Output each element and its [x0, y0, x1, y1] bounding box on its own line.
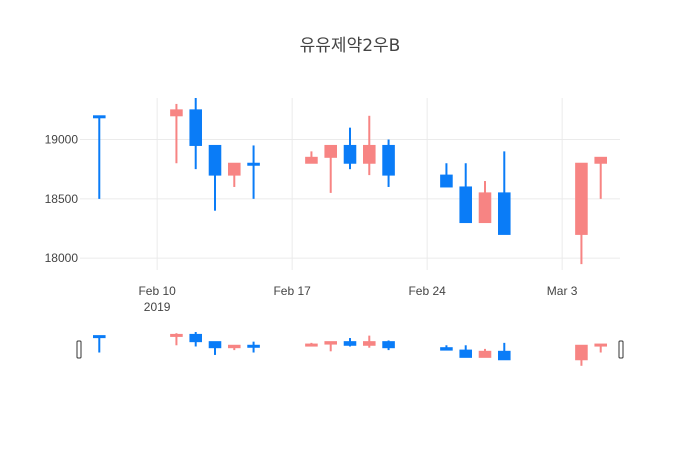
- candle-body: [324, 144, 337, 158]
- candle-body: [363, 144, 376, 164]
- candle: [343, 127, 357, 170]
- candle-body: [247, 344, 260, 348]
- y-axis-ticks: 18000 18500 19000: [45, 133, 79, 266]
- candle: [324, 144, 337, 193]
- y-tick-label: 19000: [45, 133, 79, 147]
- candle-body: [247, 162, 260, 166]
- candle-body: [440, 174, 453, 188]
- range-slider-right-handle[interactable]: [618, 340, 624, 359]
- candle: [363, 115, 376, 176]
- slider-candle: [382, 340, 395, 351]
- x-tick-label: Feb 17: [273, 284, 311, 298]
- slider-candle: [324, 341, 337, 352]
- candle: [478, 181, 492, 224]
- candle-body: [440, 347, 453, 351]
- candle-body: [459, 349, 472, 358]
- y-tick-label: 18000: [45, 251, 79, 265]
- candle-body: [575, 162, 588, 235]
- slider-candle: [189, 332, 203, 347]
- slider-candle: [228, 344, 241, 351]
- candle-body: [498, 192, 511, 235]
- slider-candle: [440, 345, 453, 351]
- candle-body: [594, 156, 608, 164]
- x-tick-label: Feb 24: [408, 284, 446, 298]
- candle-body: [170, 109, 183, 117]
- slider-candle: [93, 335, 106, 353]
- slider-candle: [208, 341, 222, 355]
- candle-body: [575, 344, 588, 361]
- candle: [170, 103, 183, 164]
- slider-candle: [343, 338, 357, 347]
- candle: [594, 156, 608, 199]
- candle: [459, 163, 472, 224]
- slider-candle: [247, 341, 260, 353]
- candle-body: [189, 333, 203, 343]
- candle: [575, 162, 588, 265]
- candle-body: [228, 344, 241, 349]
- x-tick-year-label: 2019: [144, 300, 171, 314]
- candle-body: [594, 343, 608, 347]
- x-tick-label: Feb 10: [138, 284, 176, 298]
- candle-body: [208, 144, 222, 176]
- candle: [208, 144, 222, 211]
- candle: [228, 162, 241, 187]
- candle-body: [324, 341, 337, 345]
- candle-body: [478, 192, 492, 224]
- candle-body: [498, 350, 511, 361]
- candle: [189, 98, 203, 170]
- x-tick-label: Mar 3: [547, 284, 578, 298]
- grid-lines: [80, 98, 620, 270]
- candle: [93, 115, 106, 199]
- candle-body: [459, 186, 472, 224]
- candle-body: [343, 144, 357, 164]
- candle: [440, 163, 453, 188]
- y-tick-label: 18500: [45, 192, 79, 206]
- candle-body: [228, 162, 241, 176]
- candle-body: [189, 109, 203, 146]
- candle: [498, 151, 511, 235]
- candle: [305, 151, 318, 164]
- candle-body: [305, 343, 318, 347]
- slider-candle: [305, 342, 318, 347]
- chart-title: 유유제약2우B: [300, 36, 401, 56]
- candle-body: [93, 335, 106, 339]
- candle-body: [305, 156, 318, 164]
- range-slider[interactable]: [76, 332, 624, 367]
- candle-body: [208, 341, 222, 349]
- candle-body: [343, 341, 357, 346]
- candle-body: [363, 341, 376, 346]
- slider-candle: [575, 344, 588, 366]
- slider-candle: [478, 348, 492, 358]
- candle: [382, 139, 395, 187]
- slider-candle: [363, 335, 376, 348]
- candle-body: [478, 350, 492, 358]
- x-axis-ticks: Feb 10 2019 Feb 17 Feb 24 Mar 3: [138, 284, 577, 314]
- candles: [93, 98, 608, 265]
- candle: [247, 145, 260, 199]
- candle-body: [93, 115, 106, 119]
- range-slider-left-handle[interactable]: [76, 340, 82, 359]
- slider-candle: [459, 345, 472, 358]
- candle-body: [382, 144, 395, 176]
- range-slider-background[interactable]: [80, 332, 620, 367]
- slider-candle: [498, 342, 511, 361]
- candle-body: [170, 333, 183, 337]
- slider-candle: [594, 343, 608, 353]
- candle-body: [382, 341, 395, 349]
- slider-candle: [170, 333, 183, 346]
